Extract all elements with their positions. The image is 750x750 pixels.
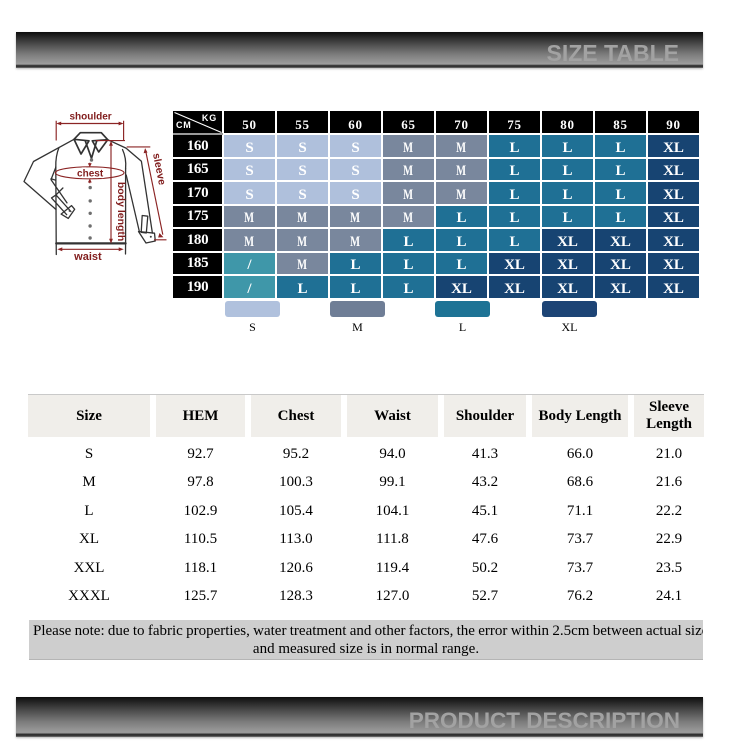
svg-text:chest: chest: [77, 169, 104, 180]
svg-text:shoulder: shoulder: [69, 112, 111, 123]
svg-text:chest: chest: [77, 169, 104, 180]
svg-text:body length: body length: [115, 182, 127, 242]
svg-text:waist: waist: [73, 251, 102, 263]
svg-text:sleeve: sleeve: [150, 152, 168, 186]
